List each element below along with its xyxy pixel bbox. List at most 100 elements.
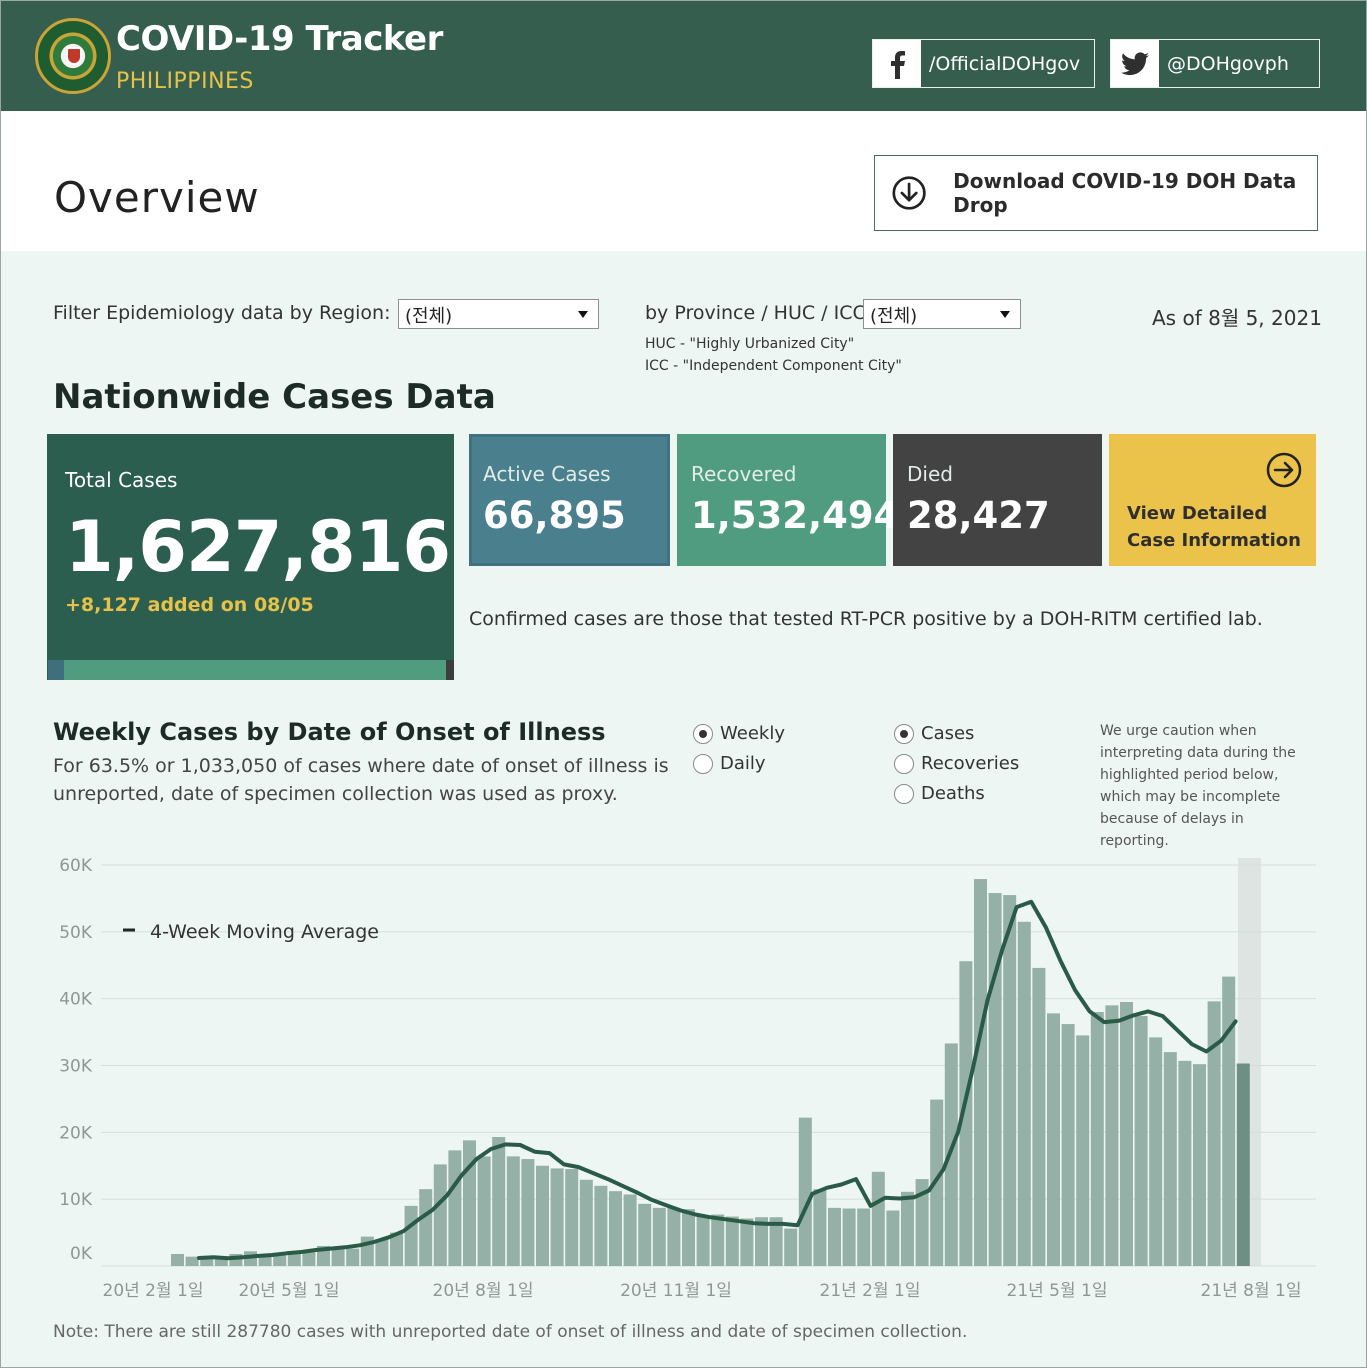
bar — [1105, 1005, 1119, 1266]
twitter-icon — [1111, 40, 1159, 87]
app-title: COVID-19 Tracker — [116, 19, 443, 59]
bar — [740, 1218, 754, 1266]
bar — [1003, 895, 1017, 1266]
active-cases-card[interactable]: Active Cases 66,895 — [469, 434, 670, 566]
view-detailed-case-info-button[interactable]: View Detailed Case Information — [1109, 434, 1316, 566]
twitter-handle: @DOHgovph — [1167, 52, 1289, 75]
overview-band: Overview Download COVID-19 DOH Data Drop — [1, 111, 1366, 251]
radio-unselected-icon — [693, 753, 713, 774]
radio-recoveries-label: Recoveries — [921, 753, 1020, 774]
total-cases-card: Total Cases 1,627,816 +8,127 added on 08… — [47, 434, 454, 680]
active-share-bar — [48, 660, 64, 680]
bar — [433, 1164, 447, 1266]
weekly-chart-title: Weekly Cases by Date of Onset of Illness — [53, 718, 606, 746]
bar — [696, 1215, 710, 1266]
download-data-drop-button[interactable]: Download COVID-19 DOH Data Drop — [874, 155, 1318, 231]
died-value: 28,427 — [907, 494, 1050, 537]
bar — [798, 1117, 812, 1266]
bar — [287, 1253, 301, 1266]
region-select[interactable]: (전체) — [398, 299, 599, 329]
bar — [711, 1214, 725, 1266]
bar — [492, 1137, 506, 1266]
bar — [886, 1210, 900, 1266]
app-subtitle: PHILIPPINES — [116, 69, 254, 94]
bar — [857, 1208, 871, 1266]
died-card[interactable]: Died 28,427 — [893, 434, 1102, 566]
bar — [609, 1191, 622, 1266]
x-tick-label: 21년 5월 1일 — [1007, 1281, 1108, 1301]
bar — [346, 1248, 360, 1266]
legend-label: 4-Week Moving Average — [150, 921, 379, 943]
bar — [1207, 1001, 1221, 1266]
bar — [375, 1239, 389, 1266]
bar — [302, 1249, 316, 1266]
y-tick-label: 10K — [59, 1190, 93, 1210]
bar — [784, 1228, 798, 1266]
radio-selected-icon — [693, 723, 713, 744]
bar — [1193, 1064, 1206, 1266]
active-cases-value: 66,895 — [483, 494, 626, 537]
radio-cases[interactable]: Cases — [894, 723, 974, 744]
bar — [667, 1207, 681, 1266]
x-tick-label: 21년 8월 1일 — [1201, 1281, 1302, 1301]
bar — [901, 1191, 914, 1266]
bar — [682, 1209, 695, 1266]
y-tick-label: 0K — [70, 1244, 93, 1264]
bar — [769, 1217, 783, 1266]
radio-selected-icon — [894, 723, 914, 744]
recovered-share-bar — [64, 660, 446, 680]
bar — [1178, 1060, 1192, 1266]
radio-unselected-icon — [894, 753, 914, 774]
died-share-bar — [446, 660, 454, 680]
app-header: COVID-19 Tracker PHILIPPINES /OfficialDO… — [1, 1, 1366, 111]
x-tick-label: 20년 2월 1일 — [103, 1281, 204, 1301]
y-tick-label: 50K — [59, 923, 93, 943]
radio-daily[interactable]: Daily — [693, 753, 766, 774]
x-tick-label: 20년 11월 1일 — [620, 1281, 732, 1301]
radio-weekly[interactable]: Weekly — [693, 723, 785, 744]
details-line-1: View Detailed — [1127, 503, 1268, 524]
bar — [1163, 1052, 1177, 1266]
bar — [419, 1189, 433, 1266]
bar — [404, 1205, 418, 1266]
radio-recoveries[interactable]: Recoveries — [894, 753, 1019, 774]
arrow-right-circle-icon — [1266, 452, 1302, 488]
x-tick-label: 21년 2월 1일 — [820, 1281, 921, 1301]
y-tick-label: 40K — [59, 990, 93, 1010]
unreported-cases-note: Note: There are still 287780 cases with … — [53, 1322, 968, 1342]
bar — [1032, 967, 1046, 1266]
recovered-card[interactable]: Recovered 1,532,494 — [677, 434, 899, 566]
region-filter-label: Filter Epidemiology data by Region: — [53, 302, 391, 324]
bar — [813, 1189, 827, 1266]
bar — [594, 1185, 608, 1266]
caution-note: We urge caution when interpreting data d… — [1100, 723, 1296, 849]
died-label: Died — [907, 462, 953, 486]
moving-average-line — [197, 899, 1238, 1261]
bar — [550, 1168, 564, 1266]
y-tick-label: 20K — [59, 1123, 93, 1143]
bar — [1149, 1037, 1163, 1266]
bar — [1222, 976, 1236, 1266]
radio-deaths[interactable]: Deaths — [894, 783, 985, 804]
twitter-link[interactable]: @DOHgovph — [1110, 39, 1320, 88]
bar — [988, 893, 1002, 1266]
download-label: Download COVID-19 DOH Data Drop — [953, 169, 1297, 217]
bar — [1236, 1063, 1250, 1266]
facebook-link[interactable]: /OfficialDOHgov — [872, 39, 1095, 88]
province-select[interactable]: (전체) — [863, 299, 1021, 329]
chevron-down-icon — [578, 311, 588, 318]
chevron-down-icon — [1000, 311, 1010, 318]
bar — [1090, 1012, 1104, 1266]
radio-cases-label: Cases — [921, 723, 975, 744]
bar — [185, 1256, 199, 1266]
bar — [652, 1207, 666, 1266]
as-of-date: As of 8월 5, 2021 — [1152, 306, 1322, 330]
bar — [521, 1159, 535, 1266]
doh-seal-logo — [35, 18, 111, 94]
weekly-cases-chart: 0K 10K 20K 30K 40K 50K 60K 4-Week Moving Averag… — [59, 856, 1316, 1301]
x-tick-label: 20년 5월 1일 — [239, 1281, 340, 1301]
nationwide-title: Nationwide Cases Data — [53, 377, 496, 417]
bar — [200, 1259, 214, 1266]
y-tick-label: 30K — [59, 1057, 93, 1077]
bar — [536, 1165, 549, 1266]
